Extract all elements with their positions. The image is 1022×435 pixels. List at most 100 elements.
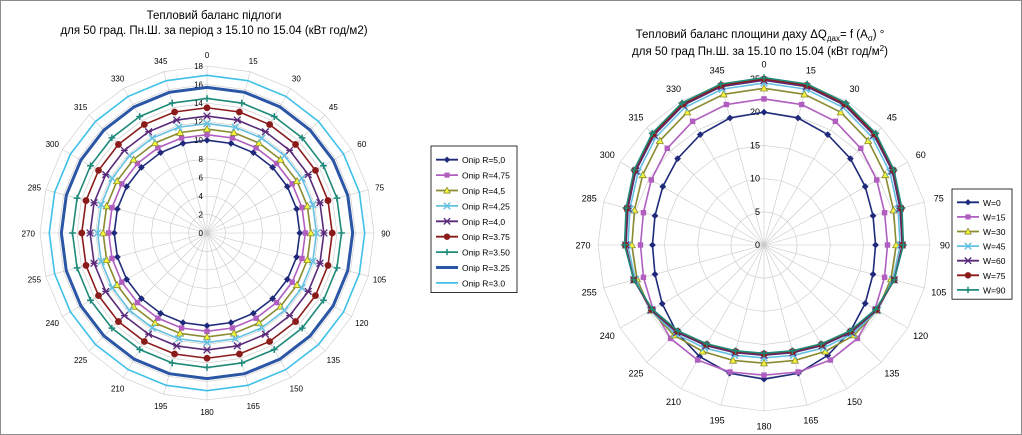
chart1-subtitle: для 50 град. Пн.Ш. за період з 15.10 по …	[60, 25, 367, 37]
angle-tick-label: 225	[74, 356, 88, 365]
series-point	[759, 358, 769, 367]
grid-spoke	[45, 232, 208, 277]
grid-spoke	[763, 244, 848, 389]
series-point	[155, 145, 161, 151]
series-point	[134, 160, 141, 167]
grid-spoke	[88, 114, 208, 234]
angle-tick-label: 30	[849, 84, 859, 94]
series-point	[119, 279, 125, 285]
series-point	[298, 134, 306, 142]
legend-box	[951, 188, 1013, 300]
series-point	[172, 342, 181, 350]
angle-tick-label: 210	[111, 384, 125, 393]
series-point	[270, 346, 278, 353]
legend-label: W=75	[983, 271, 1006, 281]
series-point	[817, 340, 825, 348]
chart1-title: Тепловий баланс підлоги	[147, 10, 282, 22]
series-point	[227, 139, 235, 147]
series-point	[836, 107, 845, 116]
series-point	[872, 129, 880, 137]
series-point	[266, 121, 274, 128]
series-point	[140, 121, 148, 128]
series-point	[674, 327, 682, 335]
angle-tick-label: 0	[205, 51, 210, 60]
series-point	[257, 134, 266, 143]
series-point	[698, 347, 707, 355]
series-point	[229, 128, 238, 136]
series-point	[761, 96, 767, 102]
radial-tick-label: 5	[755, 207, 760, 217]
radial-tick-label: 18	[194, 62, 203, 71]
series-point	[233, 342, 242, 350]
grid-spoke	[123, 232, 208, 378]
series-point	[229, 329, 238, 337]
series-point	[858, 145, 864, 151]
series-point	[97, 200, 106, 209]
series-point	[299, 204, 305, 211]
radial-tick-label: 16	[194, 81, 203, 90]
grid-spoke	[206, 149, 352, 234]
series-point	[622, 204, 630, 212]
series-point	[303, 255, 312, 264]
angle-tick-label: 195	[154, 402, 168, 411]
angle-tick-label: 285	[582, 194, 597, 204]
grid-spoke	[206, 232, 291, 378]
series-point	[171, 108, 178, 116]
series-point	[69, 229, 76, 237]
series-point	[861, 183, 869, 190]
series-point	[231, 123, 240, 132]
angle-tick-label: 195	[710, 415, 725, 425]
series-point	[299, 255, 305, 262]
series-point	[316, 259, 324, 268]
series-point	[320, 229, 328, 237]
legend-label: Опір R=3.25	[462, 263, 510, 273]
series-point	[651, 212, 659, 220]
series-point	[292, 141, 299, 148]
series-point	[233, 116, 242, 124]
series-point	[95, 166, 102, 174]
angle-tick-label: 90	[940, 241, 950, 251]
series-point	[846, 327, 854, 335]
grid-spoke	[646, 244, 765, 363]
series-point	[204, 328, 210, 335]
grid-spoke	[720, 84, 765, 246]
legend-label: Опір R=3.50	[462, 248, 510, 258]
legend-label: Опір R=4,5	[462, 186, 505, 196]
angle-tick-label: 315	[74, 103, 88, 112]
chart2-title-main: Тепловий баланс площини даху ΔQ	[636, 29, 827, 41]
series-point	[174, 123, 183, 132]
series-point	[854, 335, 861, 342]
grid-spoke	[620, 244, 765, 329]
legend-label: W=15	[983, 212, 1006, 222]
series-point	[689, 118, 696, 125]
series-point	[312, 166, 319, 174]
series-point	[157, 309, 165, 317]
series-point	[621, 241, 628, 249]
angle-tick-label: 0	[761, 60, 766, 70]
series-point	[203, 322, 211, 330]
grid-spoke	[206, 232, 369, 277]
series-point	[649, 241, 656, 249]
series-point	[203, 119, 211, 128]
series-point	[105, 230, 112, 236]
angle-tick-label: 135	[327, 356, 341, 365]
chart1-legend: Опір R=5,0 Опір R=4,75 Опір R=4,5 Опір R=4,…	[430, 145, 518, 294]
series-point	[87, 162, 94, 170]
series-point	[90, 198, 98, 207]
angle-tick-label: 240	[600, 331, 615, 341]
series-point	[238, 99, 246, 107]
series-point	[204, 131, 210, 138]
grid-spoke	[206, 71, 251, 234]
series-point	[898, 204, 906, 212]
series-point	[140, 338, 148, 345]
series-point	[658, 300, 666, 308]
chart2-legend: W=0 W=15 W=30 W=45 W=60 W=75 W=90	[951, 188, 1013, 300]
angle-tick-label: 15	[249, 57, 258, 66]
legend-marker	[964, 286, 972, 294]
grid-spoke	[206, 232, 251, 395]
legend-marker	[965, 214, 971, 220]
legend-label: Опір R=3.0	[462, 278, 505, 288]
series-point	[640, 274, 647, 281]
angle-tick-label: 240	[46, 319, 60, 328]
angle-tick-label: 120	[913, 331, 928, 341]
